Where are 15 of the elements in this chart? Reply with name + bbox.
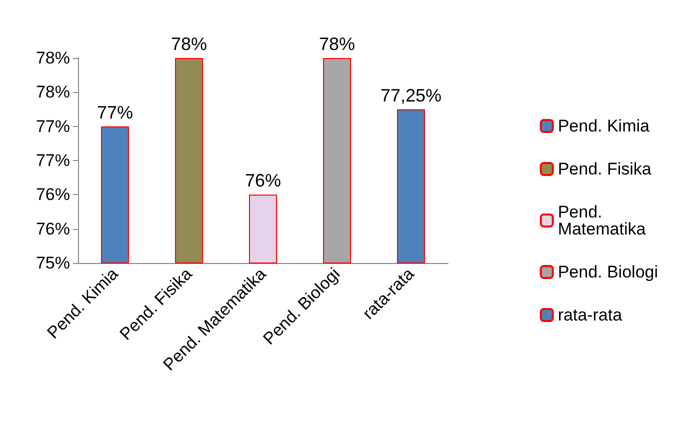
y-tick-label: 76% <box>36 219 70 238</box>
legend-label: Pend. Fisika <box>558 160 652 178</box>
y-tick-label: 77% <box>36 151 70 170</box>
text: 76% <box>244 170 282 191</box>
text: 77% <box>96 102 134 122</box>
text: 78% <box>318 34 356 54</box>
y-tick-label: 76% <box>36 185 70 204</box>
text: 78% <box>170 34 208 54</box>
y-tick-label: 77% <box>36 116 70 136</box>
text: 77,25% <box>380 85 442 106</box>
legend-label: Pend. Kimia <box>558 116 650 136</box>
legend-label: Pend. Matematika <box>558 202 646 238</box>
y-tick-label: 78% <box>36 48 70 68</box>
y-tick-label: 78% <box>36 82 70 102</box>
y-tick-label: 75% <box>36 254 70 272</box>
